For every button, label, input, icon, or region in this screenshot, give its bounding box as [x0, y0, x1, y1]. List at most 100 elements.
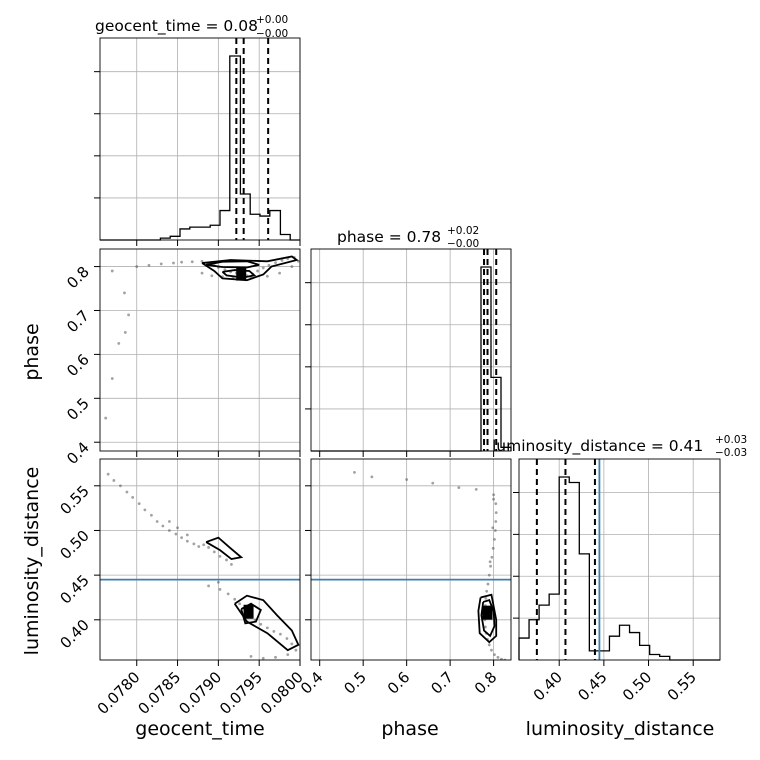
sample-point [259, 622, 263, 626]
sample-point [180, 536, 184, 540]
panel-frame [99, 248, 301, 452]
grid-lines [311, 249, 511, 451]
geocent-time-vs-phase-panel: 0.4 0.5 0.6 0.7 0.8 [63, 248, 301, 468]
sample-point [274, 655, 277, 659]
grid-lines [519, 459, 720, 660]
sample-point [106, 472, 110, 476]
sample-point [125, 490, 129, 494]
sample-point [487, 573, 491, 577]
title-geocent-time: geocent_time = 0.08 [95, 17, 258, 36]
grid-lines [311, 459, 511, 660]
sample-point [207, 584, 210, 588]
sample-point [167, 529, 171, 532]
y-tick-label: 0.5 [63, 394, 93, 424]
x-axis-label-luminosity-distance: luminosity_distance [526, 718, 715, 740]
sample-point [200, 271, 204, 275]
sample-point [216, 580, 220, 584]
sample-point [370, 475, 374, 479]
x-axis-label-phase: phase [381, 718, 438, 740]
sample-point [280, 259, 284, 262]
sample-point [218, 554, 222, 558]
grid-lines [100, 38, 301, 240]
sample-point [190, 260, 194, 264]
sample-point [223, 268, 227, 272]
sample-point [131, 496, 135, 499]
panel-content [104, 255, 300, 420]
x-tick-label: 0.7 [427, 668, 457, 698]
title-luminosity-distance-minus: −0.03 [715, 447, 747, 459]
sample-point [119, 484, 122, 488]
sample-point [110, 269, 114, 273]
sample-point [494, 511, 498, 514]
phase-histogram-panel [305, 248, 512, 457]
y-tick-label: 0.6 [63, 350, 93, 380]
sample-point [490, 555, 494, 559]
sample-point [238, 602, 241, 606]
x-tick-label: 0.0790 [175, 668, 225, 718]
title-geocent-time-minus: −0.00 [256, 28, 288, 40]
grid-lines [100, 249, 301, 451]
contour-line-2 [233, 594, 300, 652]
panel-content [311, 471, 511, 660]
panel-content [100, 472, 300, 660]
sample-point [161, 524, 165, 528]
panel-frame [518, 458, 721, 661]
sample-point [176, 526, 179, 530]
grid-lines [100, 459, 301, 660]
sample-point [405, 478, 409, 481]
sample-point [294, 648, 298, 652]
sample-point [185, 539, 189, 543]
panel-frame [310, 248, 512, 452]
sample-point [286, 653, 290, 657]
sample-point [492, 493, 496, 497]
sample-point [290, 265, 294, 268]
contour-line-2 [477, 593, 498, 644]
panel-frame [310, 458, 512, 661]
sample-point [226, 592, 230, 596]
panel-frame [99, 458, 301, 661]
x-tick-label: 0.6 [384, 668, 414, 698]
title-geocent-time-plus: +0.00 [256, 14, 288, 26]
sample-point [290, 642, 294, 646]
sample-point [218, 588, 222, 591]
sample-point [490, 648, 493, 652]
sample-point [110, 377, 114, 380]
contour-line-1 [205, 536, 244, 561]
sample-point [249, 655, 253, 658]
x-axis-label-geocent-time: geocent_time [135, 718, 264, 740]
sample-point [431, 481, 435, 485]
luminosity-distance-histogram-panel: 0.40 0.45 0.50 0.55 [513, 458, 721, 704]
density-peak [236, 266, 247, 281]
histogram-step-geocent_time [100, 55, 300, 241]
sample-point [278, 271, 281, 275]
x-tick-label: 0.55 [664, 668, 700, 704]
sample-point [147, 263, 151, 267]
sample-point [256, 269, 259, 273]
sample-point [487, 643, 491, 647]
sample-point [261, 656, 265, 660]
sample-point [104, 416, 108, 420]
sample-point [185, 533, 189, 537]
y-tick-label: 0.7 [63, 307, 93, 337]
sample-point [474, 487, 478, 491]
sample-point [496, 655, 500, 659]
panel-frame [99, 37, 301, 241]
sample-point [159, 262, 163, 266]
title-phase-plus: +0.02 [447, 225, 479, 237]
x-tick-label: 0.50 [619, 668, 655, 704]
sample-point [210, 274, 214, 278]
sample-point [233, 597, 237, 601]
sample-point [494, 520, 498, 523]
sample-point [491, 526, 495, 530]
sample-point [192, 542, 196, 546]
y-tick-label: 0.8 [63, 263, 93, 293]
geocent-time-histogram-panel [94, 37, 301, 246]
histogram-step-luminosity_distance [518, 476, 720, 661]
sample-point [483, 625, 487, 629]
sample-point [285, 637, 289, 640]
sample-point [494, 502, 498, 506]
sample-point [174, 532, 178, 536]
sample-point [488, 560, 492, 564]
sample-point [493, 529, 497, 532]
